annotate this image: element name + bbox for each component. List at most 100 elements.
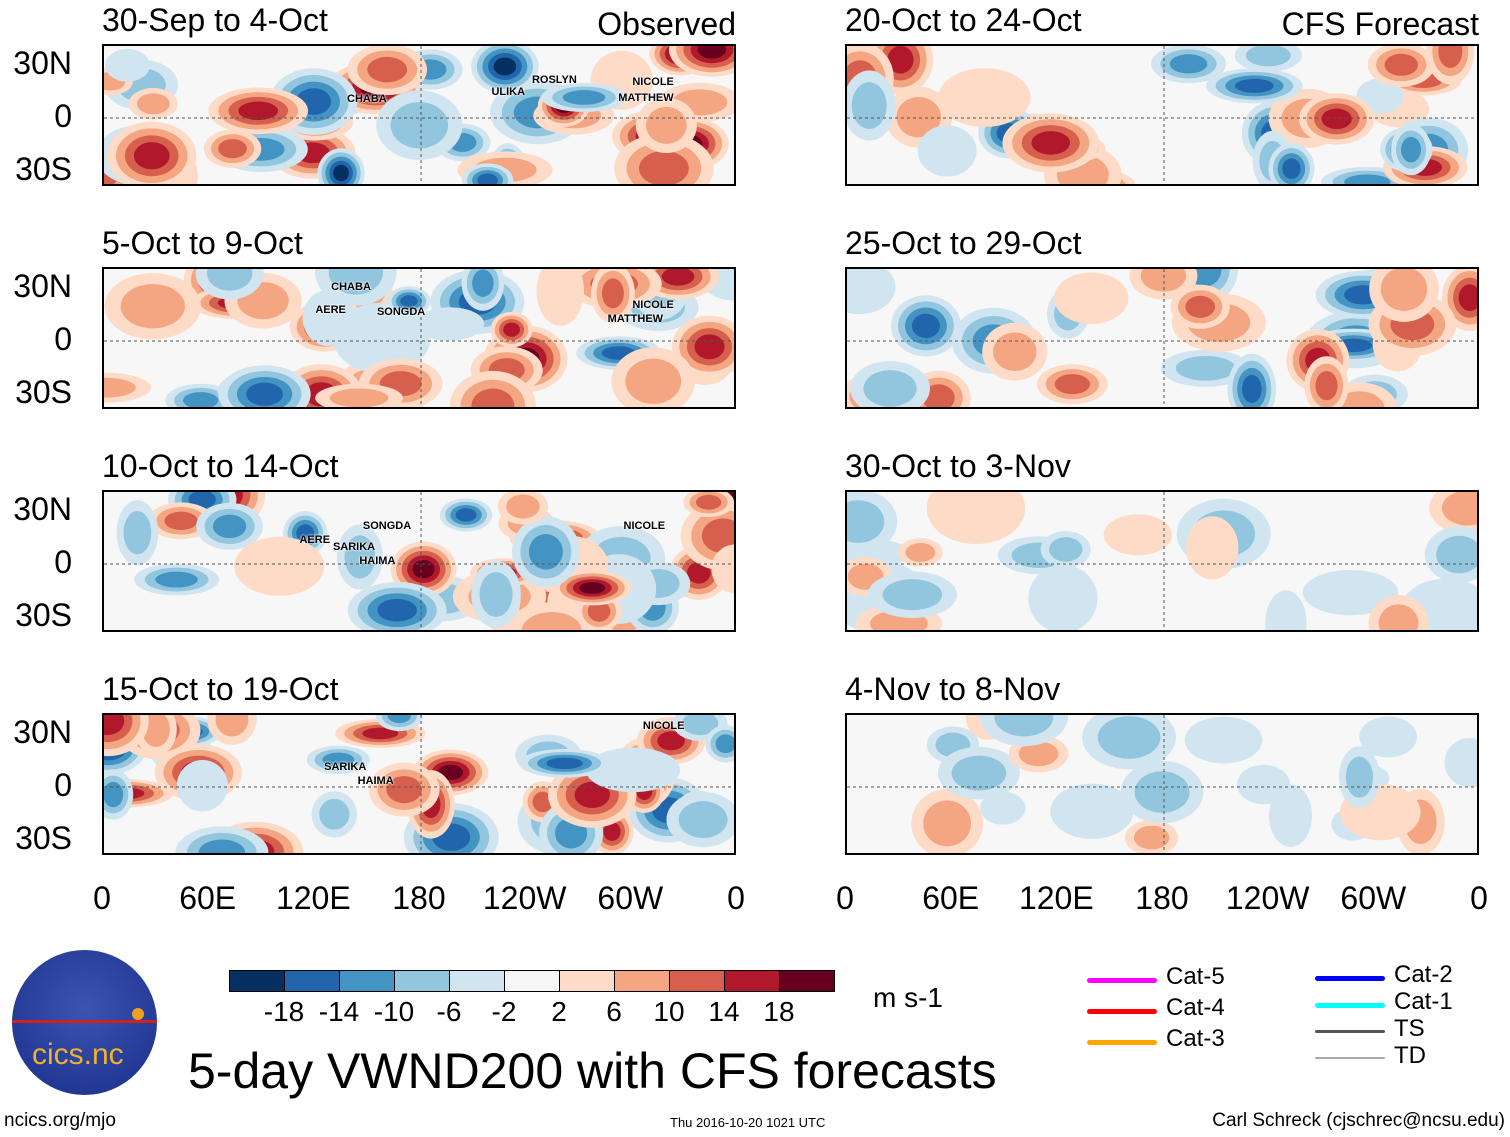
anomaly-contour [1031,131,1071,155]
anomaly-contour [711,544,734,594]
anomaly-contour [105,48,150,82]
anomaly-contour [603,822,621,841]
anomaly-contour [661,269,695,286]
figure-title: 5-day VWND200 with CFS forecasts [188,1043,997,1099]
anomaly-contour [951,755,1007,791]
anomaly-contour [1054,272,1129,325]
lat-label: 30S [15,597,72,633]
storm-label: CHABA [347,93,387,106]
panel-title: 30-Oct to 3-Nov [845,448,1071,484]
anomaly-contour [1235,78,1274,93]
source-url: ncics.org/mjo [4,1110,116,1131]
anomaly-contour [164,511,198,531]
anomaly-contour [218,139,247,159]
anomaly-field [847,715,1477,853]
anomaly-contour [400,295,418,308]
anomaly-contour [687,561,711,584]
legend-label: Cat-5 [1166,963,1225,990]
anomaly-contour [1054,374,1091,395]
colorbar-swatch [339,970,395,992]
storm-label: ULIKA [491,86,526,99]
anomaly-contour [302,289,355,347]
anomaly-contour [386,776,422,804]
anomaly-contour [1097,716,1161,759]
anomaly-contour [1359,716,1417,758]
colorbar-swatch [559,970,615,992]
storm-label: SARIKA [332,541,376,554]
anomaly-contour [328,269,384,295]
map-panel: CHABA AERE SONGDA NICOLE MATTHEW [102,267,736,409]
anomaly-contour [993,332,1037,371]
panel-title: 5-Oct to 9-Oct [102,225,303,261]
anomaly-contour [863,370,917,407]
lat-label: 30S [15,820,72,856]
map-panel [845,490,1479,632]
lat-label: 30N [13,491,72,527]
legend-label: Cat-1 [1394,988,1453,1015]
anomaly-contour [926,492,1026,545]
lon-label: 180 [392,880,446,916]
anomaly-contour [536,269,585,326]
map-panel: SONGDA NICOLE AERE SARIKA HAIMA [102,490,736,632]
anomaly-contour [1140,269,1187,292]
anomaly-contour [104,715,125,736]
colorbar-tick-label: 14 [708,996,740,1027]
legend-line-cat-2 [1315,976,1385,981]
legend-line-ts [1315,1030,1385,1033]
anomaly-contour [1302,569,1399,616]
lon-label: 120W [1225,880,1310,916]
anomaly-contour [1442,492,1477,526]
anomaly-contour [387,715,412,724]
lat-label: 30S [15,374,72,410]
lon-label: 120W [482,880,567,916]
anomaly-field [104,46,734,184]
lon-label: 180 [1135,880,1189,916]
storm-label: NICOLE [632,298,674,311]
lat-label: 0 [54,321,72,357]
anomaly-contour [1380,269,1428,311]
anomaly-contour [1237,764,1291,805]
anomaly-contour [1345,756,1374,798]
colorbar-tick-label: 10 [653,996,685,1027]
map-panel: CHABA ULIKA ROSLYN NICOLE MATTHEW [102,44,736,186]
lon-label: 60E [179,880,237,916]
legend-line-cat-5 [1087,978,1157,983]
anomaly-contour [528,533,563,570]
legend-line-cat-1 [1315,1003,1385,1008]
anomaly-contour [377,598,417,622]
anomaly-contour [917,125,977,177]
legend-label: Cat-4 [1166,994,1225,1021]
storm-label: HAIMA [357,775,394,787]
colorbar-tick-label: -10 [373,996,415,1027]
anomaly-contour [412,559,435,579]
storm-label: MATTHEW [618,91,674,104]
panel-title: 30-Sep to 4-Oct [102,2,328,38]
anomaly-contour [532,791,553,813]
anomaly-contour [238,101,279,121]
anomaly-contour [493,57,517,76]
anomaly-contour [1186,516,1239,580]
anomaly-contour [333,302,431,374]
legend-line-cat-4 [1087,1009,1157,1014]
anomaly-contour [1018,741,1059,767]
anomaly-contour [1282,158,1301,180]
map-panel [845,267,1479,409]
anomaly-contour [546,757,583,770]
anomaly-contour [333,164,349,182]
anomaly-contour [923,800,972,847]
anomaly-contour [562,90,606,105]
anomaly-contour [601,278,624,309]
anomaly-contour [938,68,1031,127]
storm-label: HAIMA [359,555,396,567]
colorbar-tick-label: -18 [263,996,305,1027]
anomaly-contour [1242,374,1262,404]
anomaly-contour [1169,54,1208,74]
map-panel [845,713,1479,855]
lon-label: 0 [727,880,745,916]
anomaly-contour [503,322,520,337]
anomaly-contour [506,494,540,519]
anomaly-contour [414,307,485,341]
anomaly-contour [625,358,682,404]
anomaly-contour [1384,53,1419,76]
colorbar-swatch [394,970,450,992]
